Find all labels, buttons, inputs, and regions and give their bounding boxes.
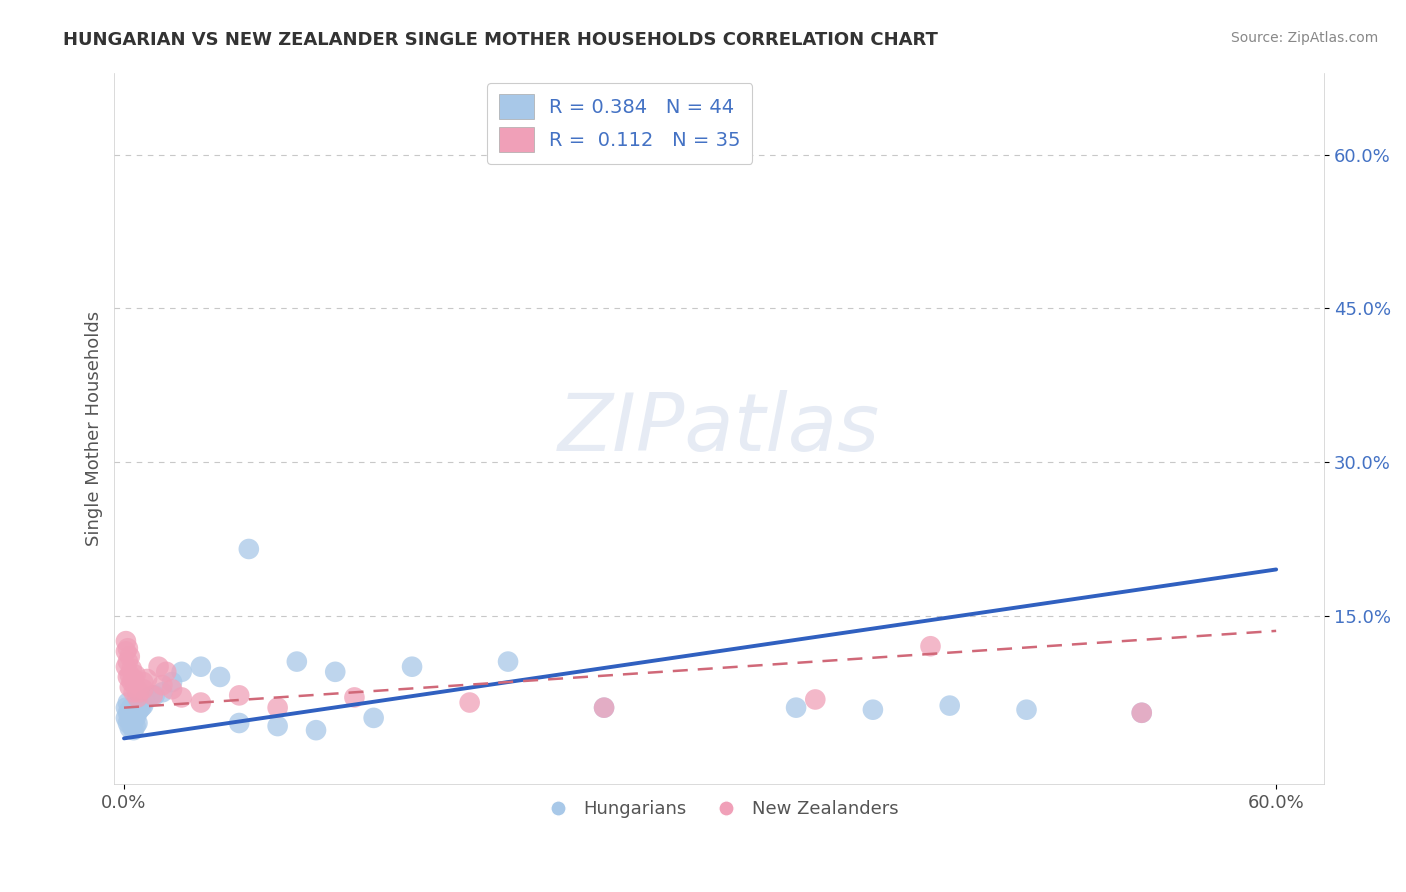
Point bbox=[138, 690, 160, 705]
Point bbox=[124, 680, 146, 694]
Point bbox=[136, 672, 159, 686]
Point bbox=[117, 696, 139, 710]
Point bbox=[117, 706, 139, 720]
Point bbox=[127, 716, 149, 731]
Text: Source: ZipAtlas.com: Source: ZipAtlas.com bbox=[1230, 31, 1378, 45]
Legend: Hungarians, New Zealanders: Hungarians, New Zealanders bbox=[533, 793, 905, 825]
Point bbox=[118, 649, 141, 664]
Point bbox=[117, 641, 139, 656]
Point bbox=[785, 700, 807, 714]
Point bbox=[127, 706, 149, 720]
Point bbox=[124, 711, 146, 725]
Point bbox=[121, 709, 143, 723]
Point bbox=[117, 716, 139, 731]
Point bbox=[238, 541, 260, 556]
Point bbox=[343, 690, 366, 705]
Point bbox=[117, 670, 139, 684]
Point bbox=[148, 659, 170, 673]
Point bbox=[285, 655, 308, 669]
Point bbox=[1015, 703, 1038, 717]
Point bbox=[305, 723, 328, 738]
Point bbox=[118, 680, 141, 694]
Point bbox=[593, 700, 616, 714]
Point bbox=[228, 689, 250, 703]
Point bbox=[132, 675, 155, 690]
Point bbox=[938, 698, 960, 713]
Point bbox=[115, 644, 138, 658]
Point bbox=[115, 711, 138, 725]
Point bbox=[121, 719, 143, 733]
Point bbox=[401, 659, 423, 673]
Point bbox=[152, 685, 174, 699]
Y-axis label: Single Mother Households: Single Mother Households bbox=[86, 311, 103, 546]
Point bbox=[170, 665, 193, 679]
Point bbox=[121, 675, 143, 690]
Point bbox=[1130, 706, 1153, 720]
Point bbox=[152, 678, 174, 692]
Point bbox=[122, 706, 145, 720]
Point bbox=[155, 665, 177, 679]
Point bbox=[323, 665, 346, 679]
Point bbox=[132, 698, 155, 713]
Point bbox=[593, 700, 616, 714]
Point bbox=[117, 655, 139, 669]
Point bbox=[118, 668, 141, 682]
Point bbox=[121, 700, 143, 714]
Point bbox=[122, 713, 145, 727]
Point bbox=[496, 655, 519, 669]
Point bbox=[862, 703, 884, 717]
Point bbox=[190, 659, 212, 673]
Point bbox=[190, 696, 212, 710]
Point bbox=[228, 716, 250, 731]
Point bbox=[170, 690, 193, 705]
Point bbox=[134, 692, 156, 706]
Point bbox=[118, 713, 141, 727]
Point bbox=[115, 659, 138, 673]
Point bbox=[143, 689, 166, 703]
Point bbox=[118, 703, 141, 717]
Point bbox=[128, 685, 150, 699]
Point bbox=[127, 690, 149, 705]
Point bbox=[118, 721, 141, 735]
Text: ZIPatlas: ZIPatlas bbox=[558, 390, 880, 467]
Point bbox=[115, 700, 138, 714]
Point bbox=[920, 639, 942, 653]
Point bbox=[129, 700, 152, 714]
Point bbox=[142, 689, 165, 703]
Text: HUNGARIAN VS NEW ZEALANDER SINGLE MOTHER HOUSEHOLDS CORRELATION CHART: HUNGARIAN VS NEW ZEALANDER SINGLE MOTHER… bbox=[63, 31, 938, 49]
Point bbox=[363, 711, 385, 725]
Point bbox=[122, 685, 145, 699]
Point bbox=[266, 719, 288, 733]
Point bbox=[132, 682, 155, 697]
Point bbox=[121, 662, 143, 676]
Point bbox=[115, 634, 138, 648]
Point bbox=[160, 675, 183, 690]
Point bbox=[122, 723, 145, 738]
Point bbox=[266, 700, 288, 714]
Point bbox=[160, 682, 183, 697]
Point bbox=[1130, 706, 1153, 720]
Point bbox=[458, 696, 481, 710]
Point bbox=[124, 719, 146, 733]
Point bbox=[804, 692, 827, 706]
Point bbox=[124, 668, 146, 682]
Point bbox=[122, 672, 145, 686]
Point bbox=[128, 703, 150, 717]
Point bbox=[208, 670, 231, 684]
